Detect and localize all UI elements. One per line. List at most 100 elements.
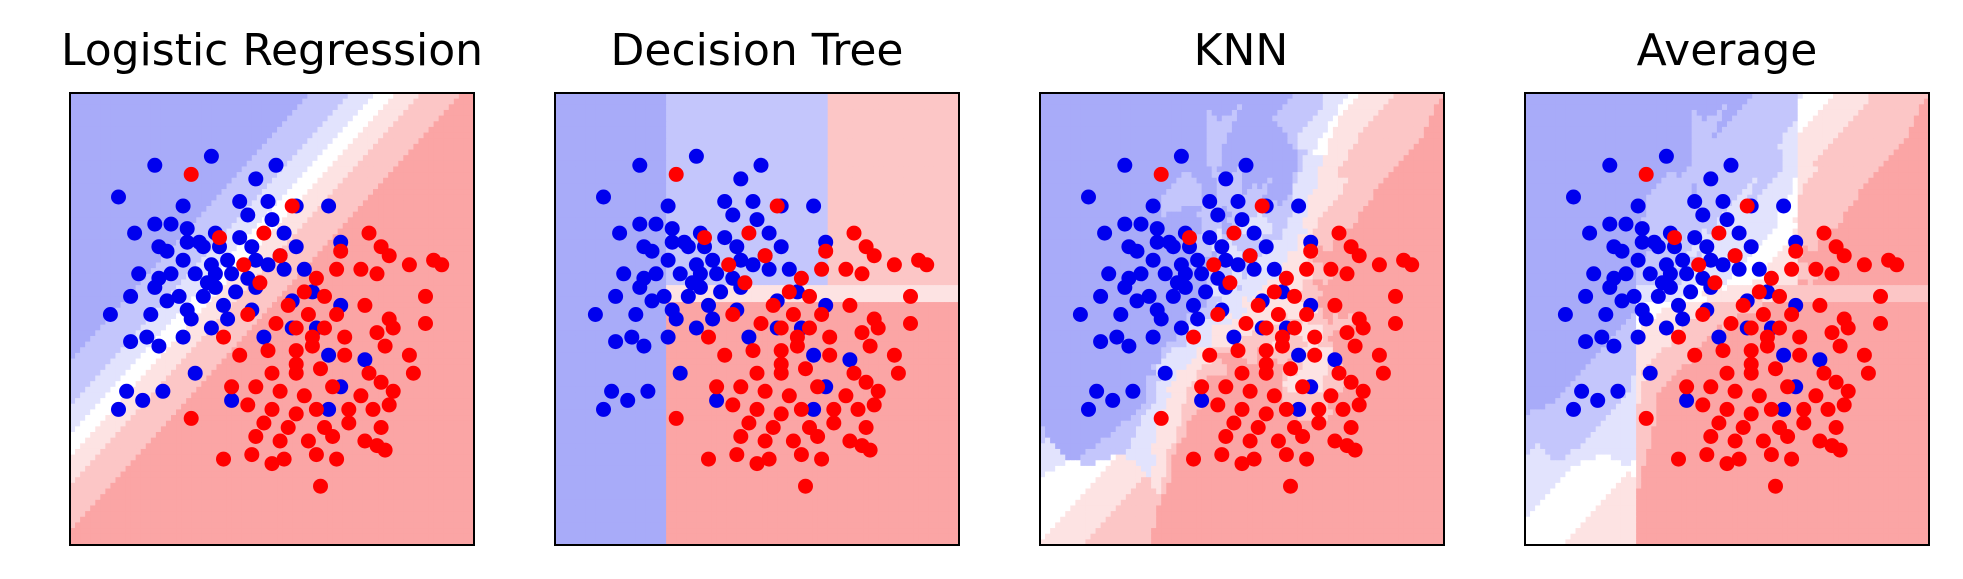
surface-cell [110, 369, 117, 377]
surface-cell [393, 206, 399, 213]
surface-cell [347, 228, 354, 235]
surface-cell [70, 251, 76, 258]
surface-cell [176, 245, 182, 252]
surface-cell [383, 273, 389, 281]
surface-cell [246, 358, 253, 365]
surface-cell [458, 279, 465, 286]
surface-cell [115, 302, 122, 309]
surface-cell [125, 375, 132, 382]
surface-cell [352, 217, 359, 224]
surface-cell [453, 138, 460, 145]
surface-cell [186, 381, 192, 388]
surface-cell [241, 115, 248, 122]
surface-cell [236, 443, 243, 450]
surface-cell [140, 200, 147, 207]
surface-cell [418, 256, 425, 264]
surface-cell [226, 149, 233, 156]
surface-cell [317, 268, 324, 275]
surface-cell [90, 121, 96, 128]
surface-cell [337, 166, 344, 173]
surface-cell [398, 420, 404, 427]
surface-cell [448, 166, 455, 173]
surface-cell [191, 296, 197, 303]
surface-cell [453, 160, 460, 168]
surface-cell [297, 307, 303, 314]
surface-cell [342, 138, 349, 145]
surface-cell [221, 155, 228, 162]
surface-cell [216, 183, 223, 190]
surface-cell [196, 358, 202, 365]
surface-cell [383, 409, 389, 416]
surface-cell [468, 177, 474, 184]
surface-cell [433, 375, 440, 382]
surface-cell [105, 155, 111, 162]
surface-cell [135, 115, 142, 122]
surface-cell [342, 273, 349, 281]
surface-cell [287, 313, 293, 320]
surface-cell [347, 126, 354, 134]
surface-cell [393, 234, 399, 241]
surface-cell [120, 381, 127, 388]
surface-cell [347, 194, 354, 201]
surface-cell [236, 183, 243, 190]
surface-cell [438, 375, 445, 382]
surface-cell [463, 115, 470, 122]
surface-cell [287, 222, 293, 230]
surface-cell [458, 273, 465, 281]
surface-cell [100, 126, 106, 134]
surface-cell [403, 392, 409, 399]
surface-cell [246, 375, 253, 382]
surface-cell [100, 285, 106, 292]
surface-cell [150, 319, 157, 326]
surface-cell [236, 211, 243, 218]
surface-cell [282, 398, 288, 405]
surface-cell [110, 420, 117, 427]
surface-cell [297, 132, 303, 139]
surface-cell [438, 398, 445, 405]
surface-cell [468, 279, 474, 286]
surface-cell [145, 352, 152, 360]
surface-cell [413, 172, 420, 179]
surface-cell [155, 177, 162, 184]
surface-cell [332, 335, 339, 343]
surface-cell [211, 194, 218, 201]
surface-cell [90, 262, 96, 269]
surface-cell [155, 403, 162, 410]
surface-cell [307, 155, 313, 162]
surface-cell [120, 239, 127, 247]
surface-cell [378, 251, 384, 258]
surface-cell [176, 409, 182, 416]
surface-cell [408, 307, 414, 314]
surface-cell [221, 375, 228, 382]
surface-cell [362, 132, 369, 139]
surface-cell [176, 375, 182, 382]
surface-cell [191, 381, 197, 388]
surface-cell [140, 420, 147, 427]
surface-cell [408, 302, 414, 309]
surface-cell [423, 211, 430, 218]
surface-cell [443, 189, 450, 196]
surface-cell [241, 93, 248, 100]
surface-cell [145, 358, 152, 365]
surface-cell [277, 415, 283, 422]
surface-cell [322, 392, 329, 399]
surface-cell [388, 409, 394, 416]
surface-cell [453, 121, 460, 128]
surface-cell [327, 273, 334, 281]
surface-cell [418, 358, 425, 365]
surface-cell [251, 347, 258, 354]
surface-cell [75, 245, 81, 252]
surface-cell [261, 160, 268, 168]
surface-cell [322, 189, 329, 196]
surface-cell [443, 273, 450, 281]
surface-cell [413, 358, 420, 365]
surface-cell [206, 132, 212, 139]
surface-cell [448, 109, 455, 117]
surface-cell [403, 132, 409, 139]
surface-cell [130, 109, 137, 117]
surface-cell [337, 183, 344, 190]
surface-cell [160, 149, 167, 156]
surface-cell [388, 296, 394, 303]
surface-cell [292, 126, 298, 134]
surface-cell [408, 420, 414, 427]
